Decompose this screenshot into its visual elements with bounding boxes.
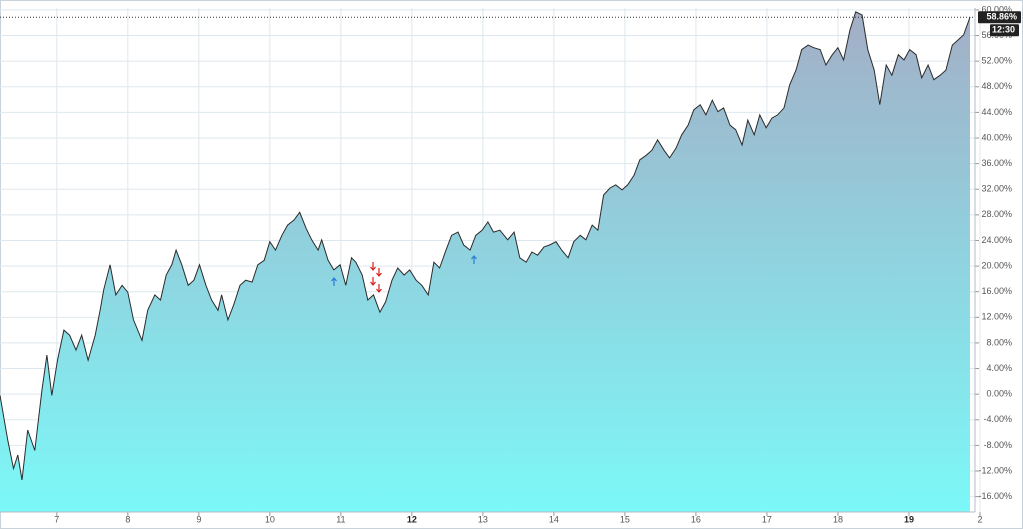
sell-marker [370, 277, 376, 286]
y-tick-label: 52.00% [981, 56, 1012, 66]
x-tick-label: 10 [265, 514, 275, 524]
x-tick-label: 2 [977, 514, 982, 524]
last-value-label: 58.86% [986, 12, 1017, 22]
x-tick-label: 8 [125, 514, 130, 524]
y-tick-label: -16.00% [978, 491, 1012, 501]
buy-marker [331, 277, 337, 286]
trade-markers [331, 255, 477, 293]
y-tick-label: 32.00% [981, 184, 1012, 194]
plot [0, 11, 971, 513]
y-tick-label: 36.00% [981, 158, 1012, 168]
y-tick-label: 44.00% [981, 107, 1012, 117]
y-tick-label: -8.00% [983, 440, 1012, 450]
x-tick-label: 12 [407, 514, 417, 524]
last-value-box [978, 11, 1021, 24]
y-tick-label: 12.00% [981, 312, 1012, 322]
x-tick-label: 13 [478, 514, 488, 524]
y-tick-label: 40.00% [981, 132, 1012, 142]
x-tick-label: 11 [336, 514, 345, 524]
x-tick-label: 18 [833, 514, 843, 524]
last-time-label: 12:30 [992, 25, 1015, 35]
y-tick-label: 24.00% [981, 235, 1012, 245]
x-tick-label: 7 [54, 514, 59, 524]
x-tick-label: 15 [620, 514, 630, 524]
x-tick-label: 14 [549, 514, 559, 524]
y-tick-label: 20.00% [981, 260, 1012, 270]
sell-marker [370, 262, 376, 271]
x-tick-label: 17 [762, 514, 772, 524]
axis: 60.00%56.00%52.00%48.00%44.00%40.00%36.0… [0, 4, 1021, 524]
y-tick-label: 28.00% [981, 209, 1012, 219]
buy-marker [471, 255, 477, 264]
x-tick-label: 19 [904, 514, 914, 524]
y-tick-label: 60.00% [981, 4, 1012, 14]
y-tick-label: 0.00% [986, 389, 1012, 399]
y-tick-label: 4.00% [986, 363, 1012, 373]
x-tick-label: 9 [196, 514, 201, 524]
y-tick-label: 48.00% [981, 81, 1012, 91]
last-time-box [990, 24, 1019, 37]
y-tick-label: 16.00% [981, 286, 1012, 296]
price-line [0, 11, 971, 481]
sell-marker [376, 284, 382, 293]
y-tick-label: -12.00% [978, 465, 1012, 475]
sell-marker [376, 268, 382, 277]
y-tick-label: 8.00% [986, 337, 1012, 347]
x-tick-label: 16 [691, 514, 701, 524]
area-fill [0, 11, 970, 513]
y-tick-label: -4.00% [983, 414, 1012, 424]
